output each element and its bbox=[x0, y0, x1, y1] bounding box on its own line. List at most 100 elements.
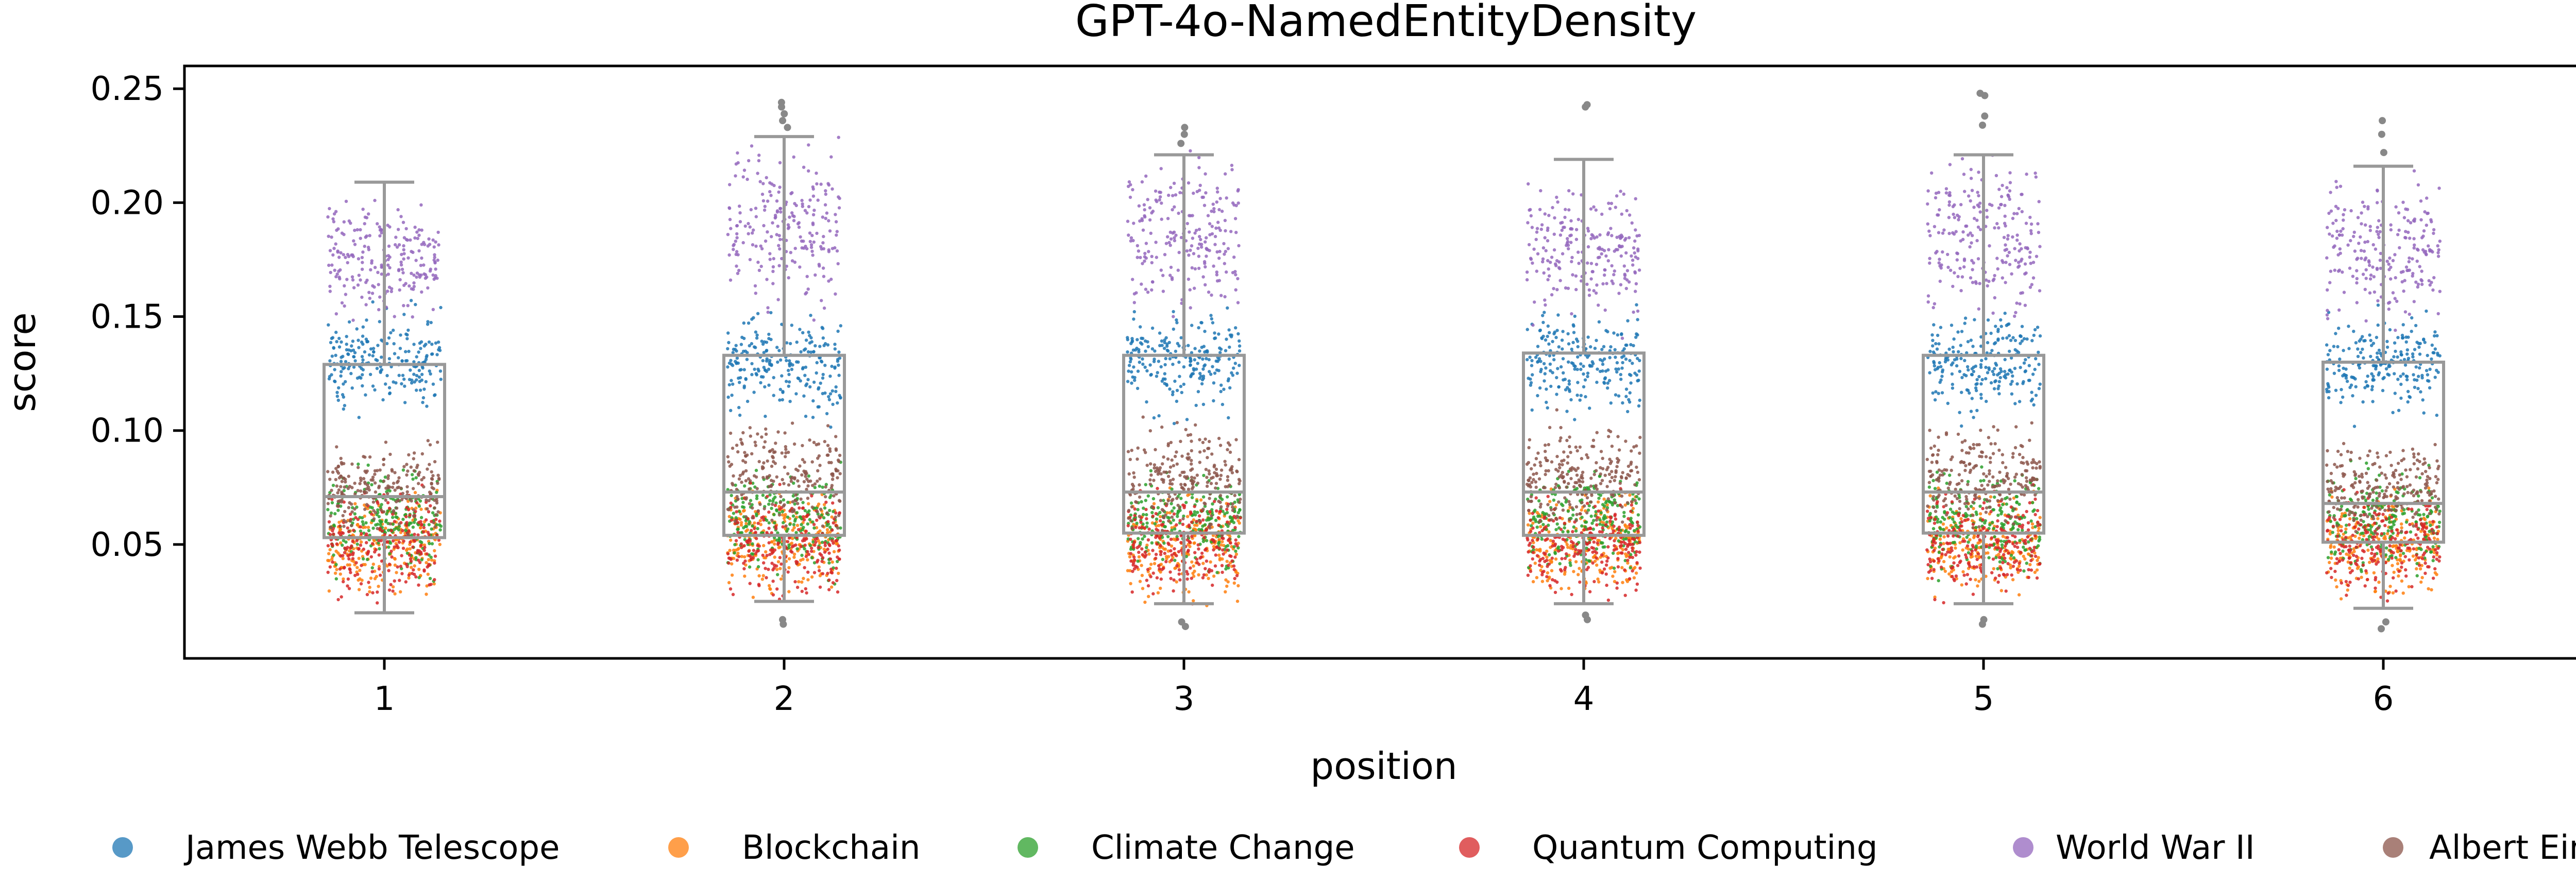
data-point bbox=[389, 583, 393, 587]
data-point bbox=[1172, 589, 1175, 593]
data-point bbox=[407, 529, 411, 533]
data-point bbox=[2021, 529, 2024, 532]
data-point bbox=[1238, 344, 1242, 348]
data-point bbox=[1221, 548, 1225, 552]
data-point bbox=[827, 561, 831, 565]
data-point bbox=[338, 572, 342, 576]
data-point bbox=[2015, 500, 2019, 504]
data-point bbox=[429, 555, 433, 559]
data-point bbox=[1530, 408, 1534, 412]
data-point bbox=[1539, 360, 1543, 363]
data-point bbox=[376, 511, 380, 515]
data-point bbox=[1611, 551, 1615, 555]
data-point bbox=[2337, 327, 2341, 330]
data-point bbox=[1541, 314, 1545, 317]
data-point bbox=[752, 316, 755, 319]
data-point bbox=[1974, 525, 1978, 529]
data-point bbox=[1568, 389, 1571, 393]
data-point bbox=[1201, 524, 1205, 528]
data-point bbox=[803, 508, 807, 513]
data-point bbox=[2388, 585, 2392, 588]
data-point bbox=[408, 378, 412, 381]
data-point bbox=[1145, 521, 1149, 525]
data-point bbox=[328, 548, 332, 552]
data-point bbox=[1529, 518, 1532, 522]
data-point bbox=[2375, 335, 2379, 339]
data-point bbox=[2022, 361, 2026, 365]
data-point bbox=[1620, 355, 1624, 359]
data-point bbox=[1164, 560, 1168, 564]
data-point bbox=[1589, 514, 1593, 518]
data-point bbox=[345, 335, 348, 338]
data-point bbox=[1563, 556, 1567, 561]
data-point bbox=[1557, 345, 1561, 349]
data-point bbox=[1160, 344, 1164, 347]
data-point bbox=[429, 504, 432, 507]
data-point bbox=[1198, 377, 1201, 380]
data-point bbox=[1537, 357, 1541, 361]
data-point bbox=[1137, 537, 1140, 540]
data-point bbox=[754, 346, 757, 349]
data-point bbox=[2354, 477, 2358, 481]
data-point bbox=[1197, 563, 1201, 566]
data-point bbox=[738, 510, 741, 514]
data-point bbox=[353, 359, 357, 363]
data-point bbox=[2010, 392, 2014, 396]
data-point bbox=[788, 522, 792, 526]
data-point bbox=[1977, 375, 1981, 379]
data-point bbox=[417, 350, 420, 354]
data-point bbox=[2377, 348, 2381, 352]
data-point bbox=[1129, 552, 1133, 555]
data-point bbox=[427, 510, 431, 514]
data-point bbox=[1160, 339, 1164, 343]
data-point bbox=[2408, 395, 2411, 399]
data-point bbox=[1939, 556, 1943, 560]
data-point bbox=[737, 555, 741, 558]
data-point bbox=[817, 546, 820, 550]
data-point bbox=[805, 382, 809, 386]
data-point bbox=[1221, 510, 1225, 513]
data-point bbox=[1222, 387, 1226, 391]
data-point bbox=[2360, 570, 2363, 573]
data-point bbox=[2426, 379, 2430, 383]
data-point bbox=[337, 345, 342, 349]
data-point bbox=[826, 571, 829, 575]
data-point bbox=[804, 414, 808, 418]
data-point bbox=[1179, 336, 1183, 339]
data-point bbox=[838, 356, 842, 360]
data-point bbox=[1561, 530, 1565, 534]
data-point bbox=[1136, 338, 1139, 342]
data-point bbox=[2359, 337, 2363, 341]
data-point bbox=[790, 324, 794, 327]
data-point bbox=[1159, 553, 1163, 556]
data-point bbox=[1969, 552, 1973, 556]
data-point bbox=[827, 551, 831, 555]
data-point bbox=[2011, 374, 2014, 378]
data-point bbox=[2031, 525, 2035, 530]
data-point bbox=[1634, 553, 1638, 557]
data-point bbox=[1990, 536, 1993, 540]
data-point bbox=[818, 345, 822, 348]
data-point bbox=[1598, 530, 1602, 534]
data-point bbox=[1636, 356, 1639, 360]
data-point bbox=[351, 517, 355, 521]
data-point bbox=[1203, 350, 1207, 354]
data-point bbox=[1529, 381, 1533, 385]
data-point bbox=[1939, 527, 1942, 531]
data-point bbox=[1958, 528, 1961, 532]
data-point bbox=[2325, 367, 2329, 371]
data-point bbox=[1201, 402, 1206, 406]
data-point bbox=[2415, 574, 2419, 578]
data-point bbox=[1554, 335, 1558, 339]
data-point bbox=[1931, 479, 1935, 482]
data-point bbox=[1636, 513, 1640, 517]
data-point bbox=[1632, 344, 1635, 347]
data-point bbox=[349, 512, 352, 516]
data-point bbox=[747, 522, 751, 526]
data-point bbox=[1624, 343, 1628, 347]
data-point bbox=[1989, 510, 1993, 514]
data-point bbox=[1996, 567, 1999, 571]
data-point bbox=[2419, 390, 2422, 394]
data-point bbox=[1181, 522, 1185, 526]
data-point bbox=[2341, 395, 2345, 399]
